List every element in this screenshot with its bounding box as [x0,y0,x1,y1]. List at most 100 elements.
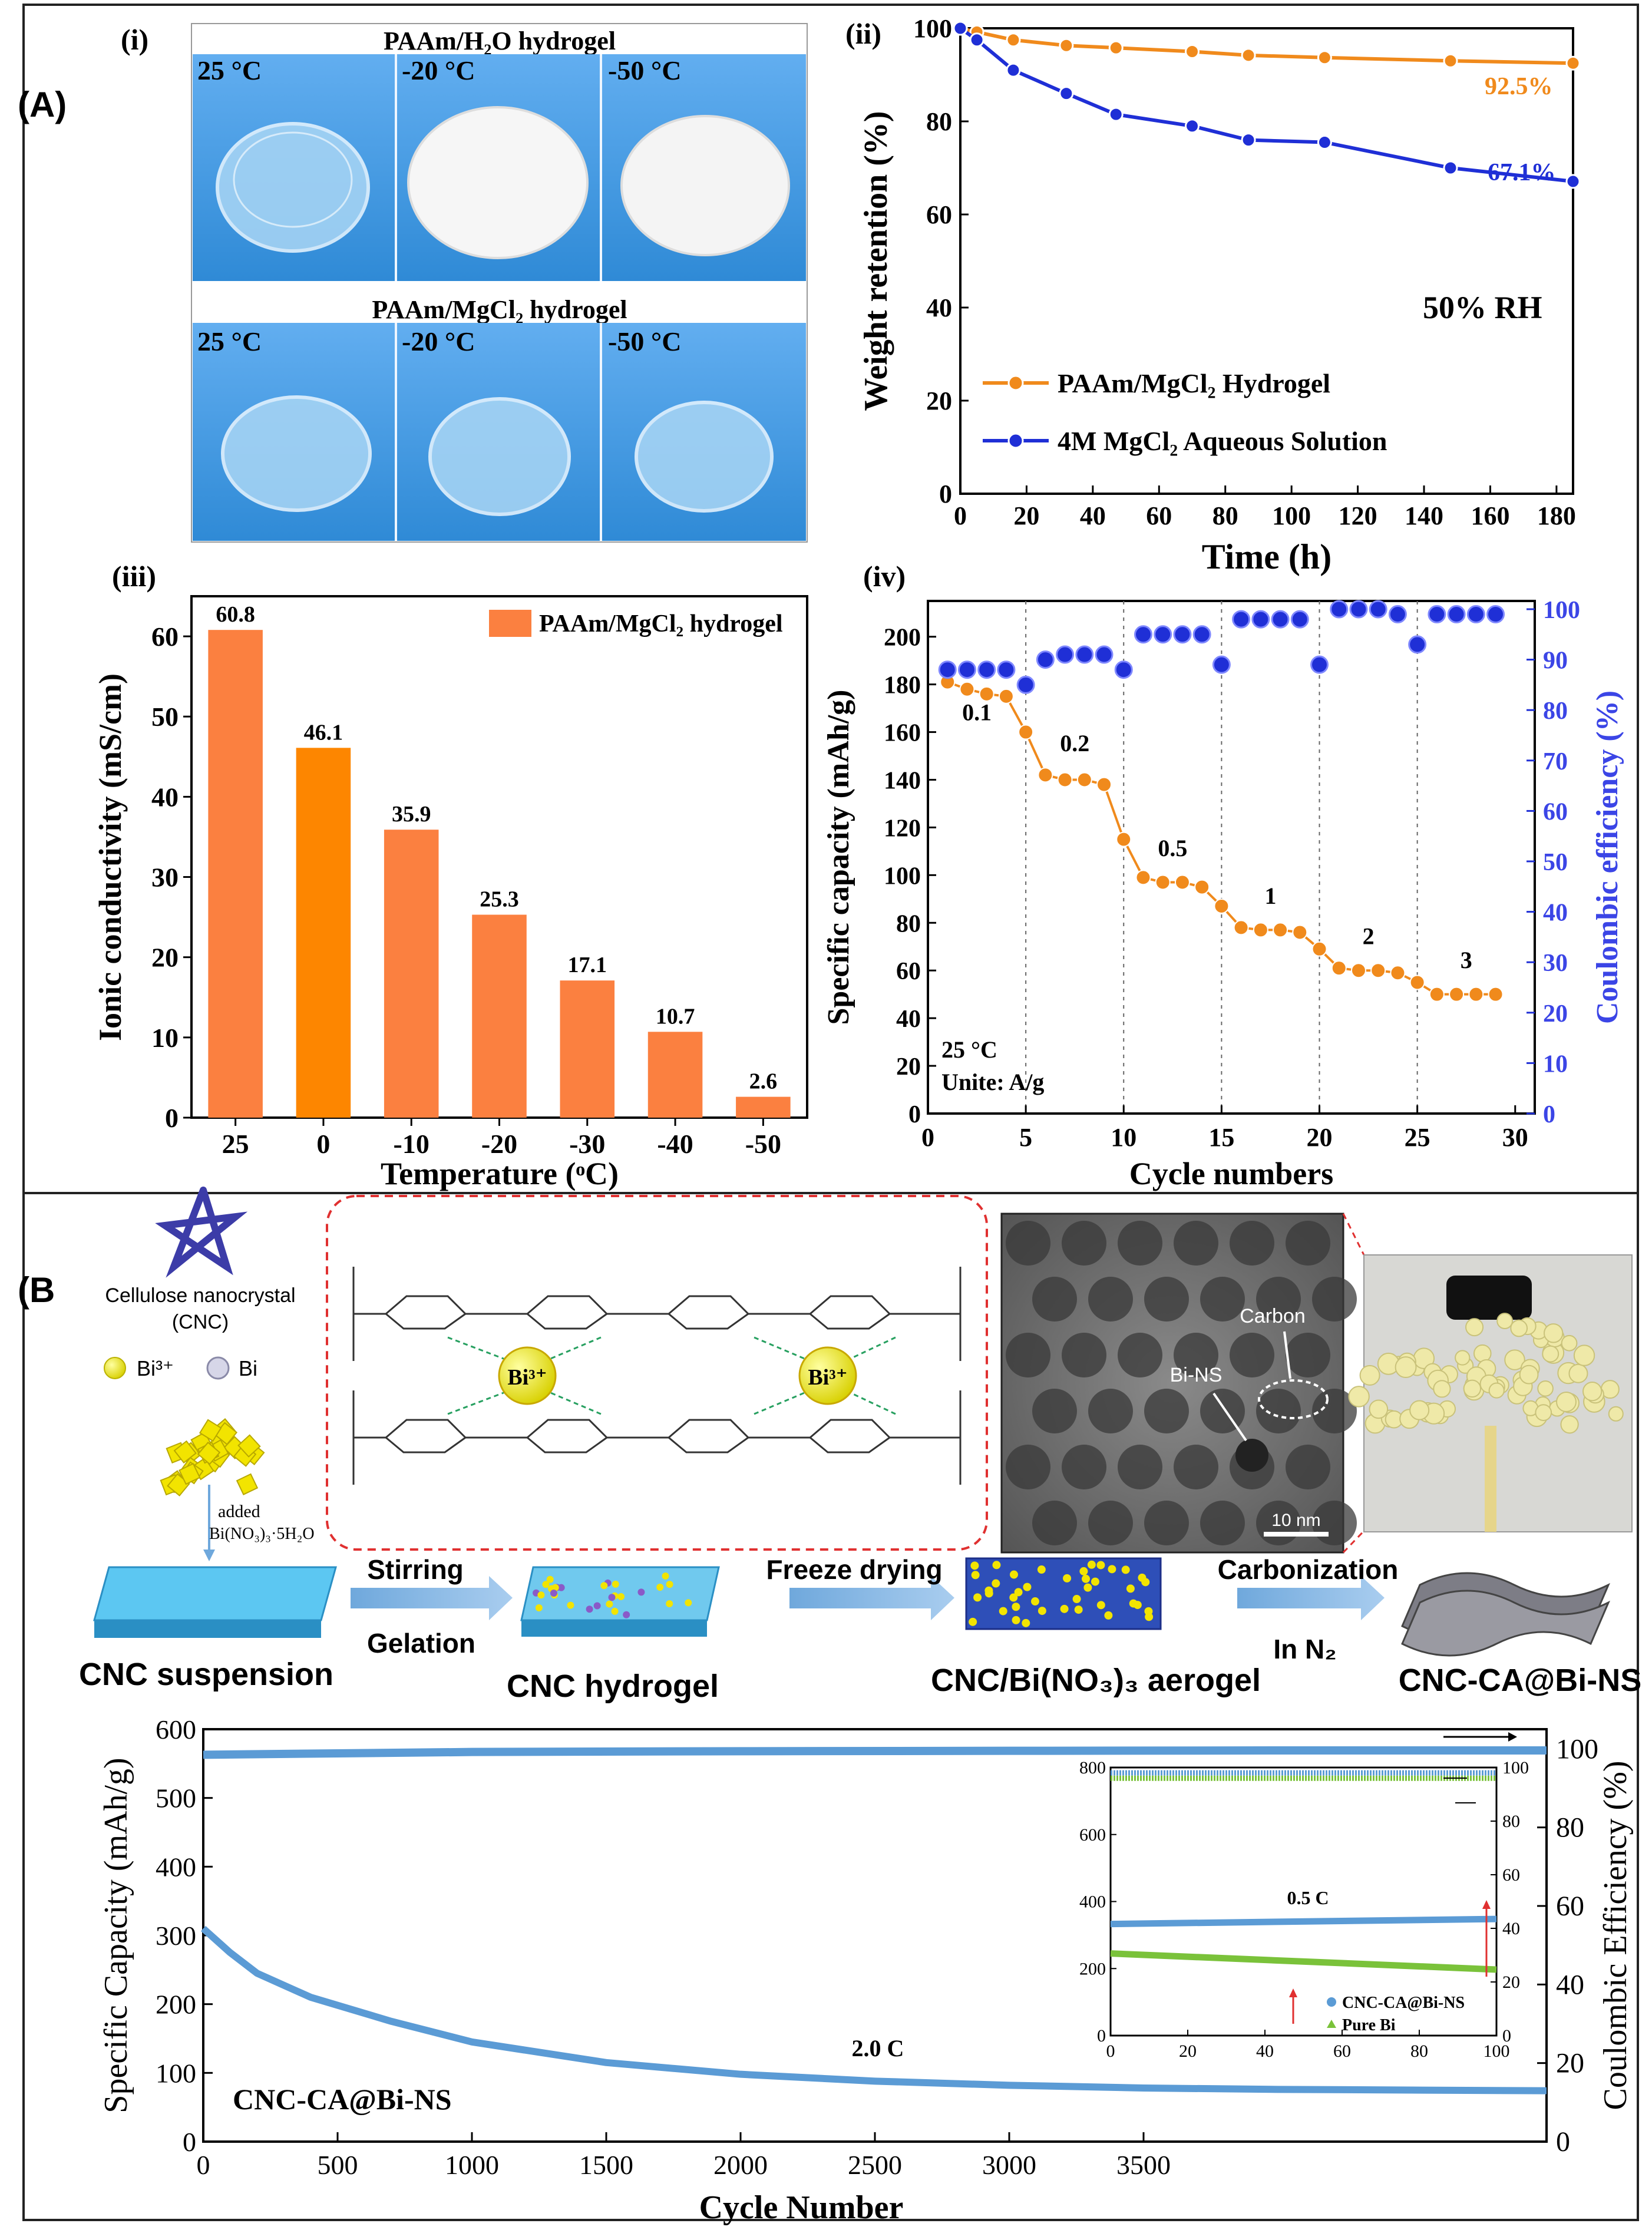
tem-carbon-label: Carbon [1240,1305,1306,1327]
gel-particle [593,1602,601,1610]
x-tick-label: 100 [1272,501,1311,530]
chart-ii-legend: PAAm/MgCl₂ Hydrogel 4M MgCl₂ Aqueous Sol… [983,368,1387,456]
y-tick-label: 100 [913,14,952,43]
y-right-tick-label: 20 [1543,1000,1568,1028]
gel-particle [535,1604,543,1611]
aerogel-particle [999,1607,1007,1615]
gel-particle [586,1605,593,1613]
y-tick-label: 0 [183,2127,196,2157]
flower-bud [1496,1313,1514,1330]
gel-particle [662,1572,669,1580]
bi-legend: Bi [239,1356,257,1380]
chart-iv-xlabel: Cycle numbers [1129,1156,1333,1191]
y-right-tick-label: 60 [1543,798,1568,825]
frozen-hydrogel-disc [407,106,589,259]
rate-label: 0.5 [1158,835,1187,861]
flower-bud [1465,1318,1484,1337]
aerogel-particle [970,1561,979,1570]
efficiency-point [1466,605,1485,624]
photo-temp: 25 °C [197,55,262,85]
x-tick-label: 0 [954,501,967,530]
legend-series-2: 4M MgCl₂ Aqueous Solution [1058,426,1387,456]
carbon-aerogel-block [1446,1276,1532,1320]
nanoparticle [1286,1445,1330,1489]
gel-particle [666,1581,673,1588]
aerogel-particle [1012,1603,1020,1611]
inset-y-tick-label: 400 [1079,1892,1106,1912]
capacity-point [1253,922,1268,938]
chart-iv-ylabel-right: Coulombic efficiency (%) [1591,691,1624,1024]
inset-y-right-tick-label: 60 [1502,1865,1520,1885]
nanoparticle [1032,1389,1077,1433]
flower-bud [1473,1344,1492,1363]
capacity-curve [200,1925,1547,2094]
efficiency-point [1134,625,1152,644]
legend-series-1: PAAm/MgCl₂ Hydrogel [1058,368,1330,398]
end-label-series-1: 92.5% [1485,73,1553,100]
aerogel-particle [984,1589,993,1598]
efficiency-point [1212,655,1231,674]
capacity-point [1350,963,1366,979]
data-point [1006,62,1021,78]
gel-particle [611,1607,619,1615]
y-right-tick-label: 10 [1543,1050,1568,1078]
bar-value-label: 2.6 [749,1069,778,1094]
data-point [1006,32,1021,48]
aerogel-particle [1038,1607,1046,1615]
inset-y-right-tick-label: 100 [1502,1758,1529,1778]
nanoparticle [1032,1501,1077,1545]
chart-iii-legend-swatch [489,610,531,637]
efficiency-point [1486,605,1505,624]
gel-particle [608,1594,616,1601]
crystal-cube [237,1434,261,1458]
capacity-point [1468,986,1484,1002]
clear-hydrogel-disc [428,397,571,516]
aerogel-particle [1012,1615,1020,1624]
data-point [1443,160,1458,176]
flower-bud [1359,1365,1380,1386]
crystal-cube [173,1440,197,1464]
y-tick-label: 40 [926,293,952,322]
inset-x-tick-label: 20 [1179,2041,1197,2061]
flower-bud [1560,1415,1579,1434]
photo-temp: -50 °C [608,326,681,356]
y-right-tick-label: 0 [1556,2126,1570,2158]
efficiency-point [1369,600,1387,619]
series-line-2 [959,27,1574,183]
flower-bud [1369,1399,1389,1419]
rate-label: 2 [1363,923,1375,950]
capacity-point [1057,772,1073,788]
capacity-point [1331,960,1347,976]
crystal-cube [179,1462,201,1485]
efficiency-point [1154,625,1172,644]
step-cnc-hydrogel: CNC hydrogel [507,1669,719,1704]
chart-iii-xlabel: Temperature (ᵒC) [381,1156,619,1191]
flower-bud [1556,1392,1577,1412]
inset-x-tick-label: 100 [1484,2041,1510,2061]
capacity-point [1174,874,1190,890]
y-tick-label: 20 [926,386,952,415]
inset-capacity-band [1110,1915,1497,1928]
capacity-point [1233,920,1249,936]
aerogel-particle [1074,1605,1083,1614]
capacity-point [1018,724,1034,740]
inset-y-right-tick-label: 40 [1502,1919,1520,1938]
efficiency-point [957,660,976,679]
arrow-1-bottom: Gelation [367,1628,475,1659]
x-tick-label: 25 [1405,1123,1430,1152]
y-tick-label: 120 [884,815,921,842]
x-tick-label: 180 [1537,501,1576,530]
flower-bud [1519,1365,1539,1385]
bi-legend-icon [206,1356,230,1380]
nanoparticle [1006,1221,1050,1266]
y-right-tick-label: 40 [1543,900,1568,927]
crystal-cube [199,1419,222,1442]
x-tick-label: 20 [1013,501,1039,530]
nanoparticle [1118,1221,1162,1266]
chart-b-ylabel: Specific Capacity (mAh/g) [98,1757,134,2113]
gel-particle [550,1590,557,1597]
data-point [953,21,968,36]
gel-particle [606,1600,613,1608]
photo-temp: 25 °C [197,326,262,356]
inset-x-tick-label: 40 [1256,2041,1274,2061]
